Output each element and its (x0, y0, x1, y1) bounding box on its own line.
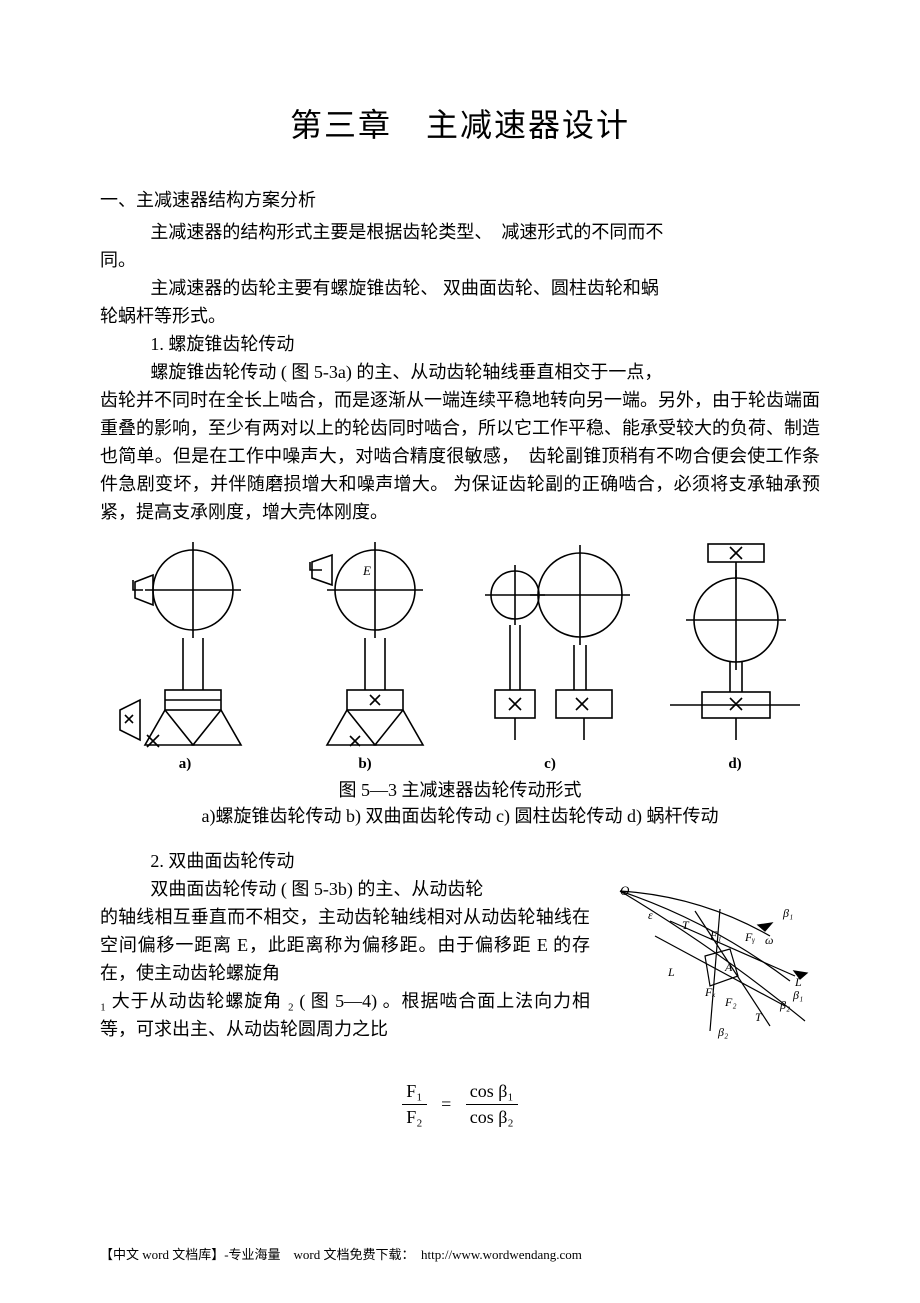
fig-5-4-svg: O ε T F₁ Fᵧ ω L A Fₓ F₂ T L β₁ β₁ β₂ β₂ (610, 881, 820, 1061)
fig-5-3a: a) (100, 540, 270, 773)
svg-text:β₂: β₂ (779, 998, 790, 1012)
svg-text:T: T (755, 1010, 763, 1024)
para-3b: 齿轮并不同时在全长上啮合，而是逐渐从一端连续平稳地转向另一端。另外，由于轮齿端面… (100, 386, 820, 526)
svg-text:L: L (667, 965, 675, 979)
page-footer: 【中文 word 文档库】-专业海量 word 文档免费下载： http://w… (100, 1244, 820, 1263)
para-4c: ₁ 大于从动齿轮螺旋角 ₂ ( 图 5—4) 。根据啮合面上法向力相等，可求出主… (100, 987, 590, 1043)
svg-text:β₁: β₁ (792, 988, 803, 1002)
fig-label-c: c) (544, 756, 556, 773)
svg-text:A: A (724, 960, 733, 974)
fig-5-3c: c) (460, 540, 640, 773)
svg-text:β₂: β₂ (717, 1025, 728, 1039)
fig-5-3-subcaption: a)螺旋锥齿轮传动 b) 双曲面齿轮传动 c) 圆柱齿轮传动 d) 蜗杆传动 (100, 803, 820, 829)
para-4-block: 双曲面齿轮传动 ( 图 5-3b) 的主、从动齿轮 的轴线相互垂直而不相交，主动… (100, 875, 590, 1043)
fig-5-3-caption: 图 5—3 主减速器齿轮传动形式 (100, 777, 820, 803)
fig-5-3d: d) (650, 540, 820, 773)
svg-text:O: O (620, 883, 630, 898)
two-col-section: 双曲面齿轮传动 ( 图 5-3b) 的主、从动齿轮 的轴线相互垂直而不相交，主动… (100, 875, 820, 1061)
subheading-2: 2. 双曲面齿轮传动 (100, 847, 820, 875)
fig-5-3b: E b) (280, 540, 450, 773)
svg-text:ε: ε (648, 908, 653, 922)
fig-5-3a-svg (115, 540, 255, 750)
para-1b: 同。 (100, 246, 820, 274)
para-4b: 的轴线相互垂直而不相交，主动齿轮轴线相对从动齿轮轴线在空间偏移一距离 E，此距离… (100, 903, 590, 987)
section-1-heading: 一、主减速器结构方案分析 (100, 186, 820, 214)
formula-eq: = (441, 1094, 451, 1115)
para-3a: 螺旋锥齿轮传动 ( 图 5-3a) 的主、从动齿轮轴线垂直相交于一点， (100, 358, 820, 386)
formula: F₁ F₂ = cos β₁ cos β₂ (100, 1081, 820, 1128)
svg-text:β₁: β₁ (782, 906, 793, 920)
subheading-1: 1. 螺旋锥齿轮传动 (100, 330, 820, 358)
svg-text:Fᵧ: Fᵧ (744, 930, 755, 944)
fig-5-3b-svg: E (290, 540, 440, 750)
svg-text:Fₓ: Fₓ (704, 985, 716, 999)
fig-5-4: O ε T F₁ Fᵧ ω L A Fₓ F₂ T L β₁ β₁ β₂ β₂ (610, 881, 820, 1061)
svg-text:L: L (794, 975, 802, 989)
para-2b: 轮蜗杆等形式。 (100, 302, 820, 330)
para-2a: 主减速器的齿轮主要有螺旋锥齿轮、 双曲面齿轮、圆柱齿轮和蜗 (100, 274, 820, 302)
para-4a: 双曲面齿轮传动 ( 图 5-3b) 的主、从动齿轮 (100, 875, 590, 903)
figure-5-3: a) E (100, 540, 820, 773)
fig-label-d: d) (728, 756, 741, 773)
svg-text:F₁: F₁ (709, 928, 722, 942)
fig-label-a: a) (179, 756, 192, 773)
svg-text:ω: ω (765, 933, 773, 947)
svg-text:E: E (362, 563, 371, 578)
formula-cosb2: cos β₂ (470, 1107, 514, 1127)
formula-cosb1: cos β₁ (470, 1081, 514, 1101)
para-1a: 主减速器的结构形式主要是根据齿轮类型、 减速形式的不同而不 (100, 218, 820, 246)
fig-5-3c-svg (460, 540, 640, 750)
fig-5-3d-svg (660, 540, 810, 750)
formula-f1: F₁ (406, 1081, 422, 1101)
chapter-title: 第三章 主减速器设计 (100, 100, 820, 146)
fig-label-b: b) (358, 756, 371, 773)
formula-f2: F₂ (406, 1107, 422, 1127)
svg-text:F₂: F₂ (724, 995, 737, 1009)
